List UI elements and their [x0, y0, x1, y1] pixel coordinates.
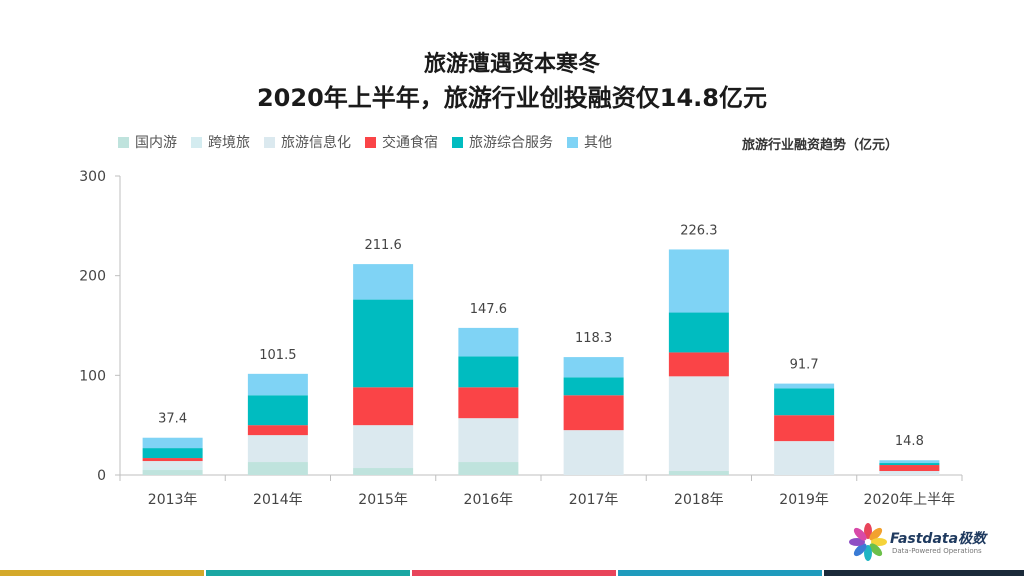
total-data-label: 226.3	[680, 223, 717, 238]
bar-segment	[879, 465, 940, 472]
legend: 国内游 跨境旅 旅游信息化 交通食宿 旅游综合服务 其他	[118, 132, 626, 152]
bar-segment	[879, 471, 940, 475]
bottom-color-bar	[0, 570, 1024, 576]
bottom-bar-segment	[824, 570, 1024, 576]
bar-segment	[142, 458, 203, 462]
bar-segment	[668, 249, 729, 313]
legend-swatch	[118, 136, 129, 148]
x-tick-label: 2020年上半年	[864, 492, 956, 508]
x-tick-label: 2015年	[358, 492, 408, 508]
x-tick-label: 2019年	[779, 492, 829, 508]
chart-title-line1: 旅游遭遇资本寒冬	[423, 52, 600, 77]
bottom-bar-segment	[410, 570, 412, 576]
bar-segment	[458, 387, 519, 419]
bar-segment	[142, 467, 203, 471]
bar-segment	[563, 357, 624, 378]
x-tick-label: 2016年	[464, 492, 514, 508]
total-data-label: 118.3	[575, 331, 612, 346]
total-data-label: 147.6	[470, 302, 507, 317]
bar-segment	[879, 460, 940, 464]
bar-segment	[774, 383, 835, 389]
legend-label: 国内游	[135, 135, 177, 151]
legend-label: 其他	[584, 135, 612, 151]
bar-segment	[353, 425, 414, 469]
x-tick-label: 2017年	[569, 492, 619, 508]
legend-swatch	[264, 136, 275, 148]
bar-segment	[774, 388, 835, 416]
x-tick-label: 2013年	[148, 492, 198, 508]
bar-segment	[668, 312, 729, 353]
legend-item: 旅游综合服务	[452, 132, 553, 152]
bar-segment	[353, 299, 414, 388]
total-data-label: 14.8	[895, 434, 924, 449]
logo-flower-icon	[849, 523, 887, 561]
bar-segment	[458, 327, 519, 357]
bar-segment	[247, 425, 308, 436]
bar-segment	[458, 418, 519, 463]
legend-item: 跨境旅	[191, 132, 250, 152]
bottom-bar-segment	[206, 570, 410, 576]
total-data-label: 37.4	[158, 412, 187, 427]
bar-segment	[774, 415, 835, 442]
bar-segment	[142, 470, 203, 475]
bar-segment	[563, 430, 624, 475]
bar-segment	[353, 468, 414, 475]
y-tick-label: 0	[97, 468, 106, 484]
legend-label: 交通食宿	[382, 135, 438, 151]
legend-item: 国内游	[118, 132, 177, 152]
logo-name: Fastdata极数	[890, 531, 987, 547]
legend-label: 旅游综合服务	[469, 135, 553, 151]
bar-segment	[879, 463, 940, 466]
bar-segment	[247, 462, 308, 475]
bar-segment	[247, 395, 308, 426]
bar-segment	[563, 377, 624, 396]
legend-swatch	[365, 136, 376, 148]
bar-segment	[774, 441, 835, 475]
bottom-bar-segment	[412, 570, 616, 576]
chart-title-line2: 2020年上半年，旅游行业创投融资仅14.8亿元	[256, 84, 767, 112]
bar-segment	[458, 462, 519, 475]
bottom-bar-segment	[0, 570, 204, 576]
total-data-label: 101.5	[259, 348, 296, 363]
x-tick-label: 2018年	[674, 492, 724, 508]
total-data-label: 211.6	[365, 238, 402, 253]
legend-item: 旅游信息化	[264, 132, 351, 152]
y-tick-label: 100	[79, 368, 106, 384]
bar-segment	[668, 352, 729, 377]
legend-swatch	[567, 136, 578, 148]
x-tick-label: 2014年	[253, 492, 303, 508]
bottom-bar-segment	[616, 570, 618, 576]
bar-segment	[668, 376, 729, 472]
legend-item: 其他	[567, 132, 612, 152]
bar-segment	[668, 471, 729, 475]
y-tick-label: 200	[79, 269, 106, 285]
bar-segment	[142, 437, 203, 449]
bar-segment	[247, 373, 308, 396]
bar-segment	[142, 461, 203, 468]
bottom-bar-segment	[204, 570, 206, 576]
bar-segment	[563, 395, 624, 431]
legend-swatch	[191, 136, 202, 148]
legend-label: 跨境旅	[208, 135, 250, 151]
bar-segment	[142, 448, 203, 459]
bar-segment	[458, 356, 519, 388]
bottom-bar-segment	[822, 570, 824, 576]
legend-label: 旅游信息化	[281, 135, 351, 151]
bar-segment	[353, 264, 414, 300]
y-tick-label: 300	[79, 169, 106, 185]
total-data-label: 91.7	[790, 358, 819, 373]
logo-tagline: Data-Powered Operations	[892, 547, 982, 555]
bar-segment	[247, 435, 308, 463]
bottom-bar-segment	[618, 570, 822, 576]
trend-label: 旅游行业融资趋势（亿元）	[742, 138, 899, 153]
legend-swatch	[452, 136, 463, 148]
fastdata-logo: Fastdata极数 Data-Powered Operations	[846, 520, 1006, 564]
legend-item: 交通食宿	[365, 132, 438, 152]
bar-segment	[353, 387, 414, 426]
